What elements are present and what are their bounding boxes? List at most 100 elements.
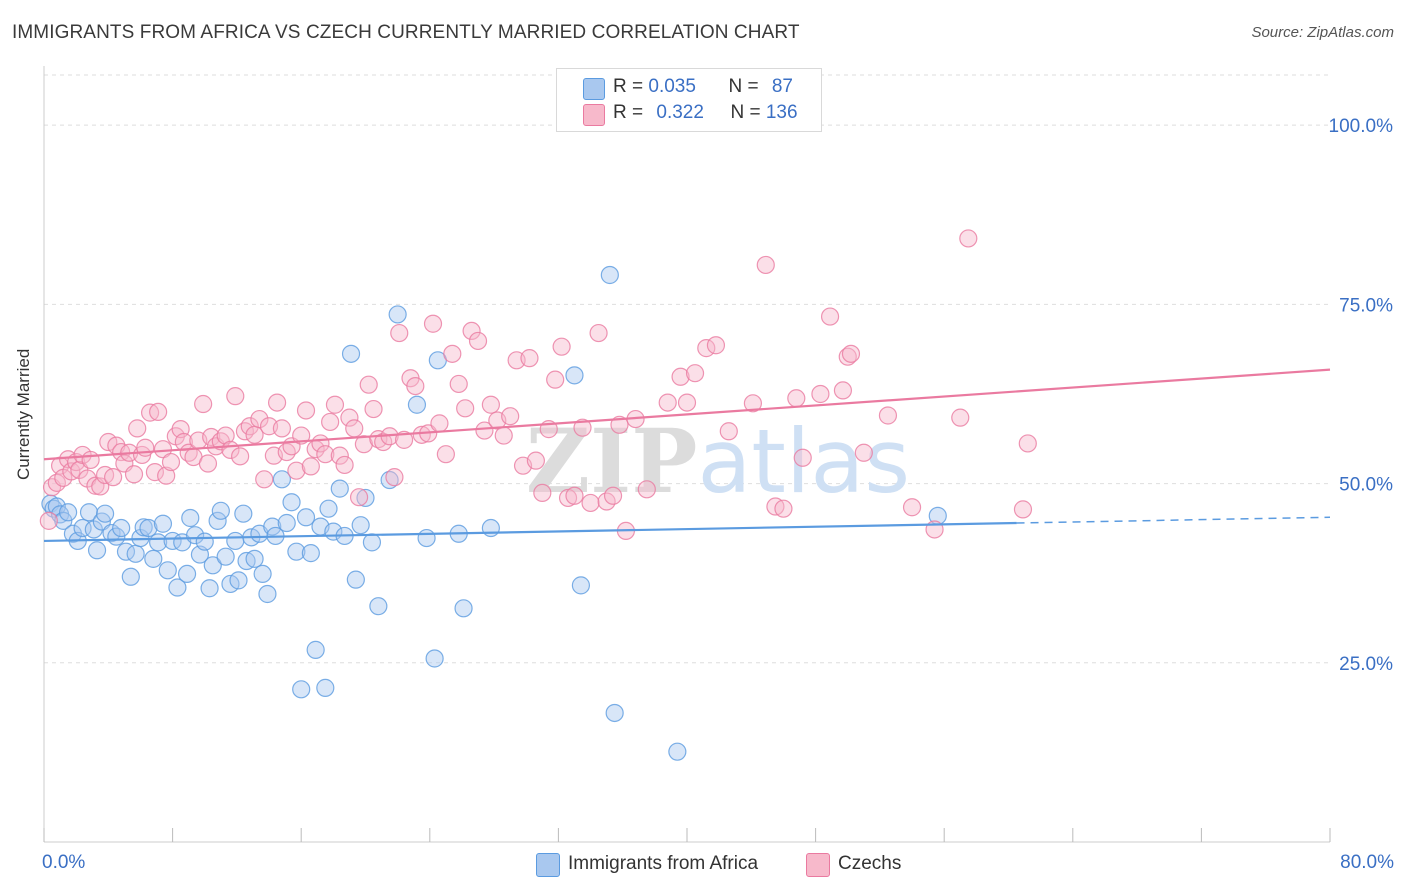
data-point-africa xyxy=(216,547,235,566)
data-point-africa xyxy=(144,549,163,568)
data-point-czechs xyxy=(573,418,592,437)
legend-n-value: 136 xyxy=(765,102,798,123)
legend-swatch-africa xyxy=(536,853,560,877)
data-point-czechs xyxy=(412,425,431,444)
data-point-czechs xyxy=(124,465,144,484)
series-legend: Immigrants from Africa Czechs xyxy=(0,852,1406,878)
data-point-czechs xyxy=(149,402,168,422)
data-point-czechs xyxy=(161,452,181,472)
data-point-africa xyxy=(369,597,388,616)
data-point-czechs xyxy=(198,454,218,473)
legend-r-label: R = xyxy=(613,102,649,123)
legend-label-africa: Immigrants from Africa xyxy=(568,853,759,874)
data-point-africa xyxy=(168,578,187,597)
data-point-czechs xyxy=(39,511,58,530)
data-point-czechs xyxy=(430,414,449,433)
data-point-africa xyxy=(351,516,370,535)
data-point-czechs xyxy=(296,401,316,420)
data-point-africa xyxy=(277,513,296,533)
data-point-africa xyxy=(301,544,320,563)
data-point-africa xyxy=(407,395,427,414)
data-point-czechs xyxy=(581,493,600,513)
data-point-czechs xyxy=(255,470,274,489)
data-point-czechs xyxy=(325,395,345,414)
data-point-africa xyxy=(211,501,230,520)
data-point-africa xyxy=(234,504,253,523)
data-point-czechs xyxy=(292,426,311,445)
data-point-africa xyxy=(95,504,115,523)
data-point-czechs xyxy=(820,307,840,326)
data-point-africa xyxy=(153,514,173,533)
data-point-czechs xyxy=(706,336,726,355)
y-tick-label: 25.0% xyxy=(1339,654,1393,675)
data-point-africa xyxy=(195,532,214,551)
data-point-czechs xyxy=(349,488,369,507)
data-point-africa xyxy=(341,344,361,363)
legend-swatch-czechs xyxy=(583,104,605,126)
legend-r-label: R = xyxy=(613,76,649,97)
legend-swatch-africa xyxy=(583,78,605,100)
data-point-czechs xyxy=(552,337,571,356)
data-point-czechs xyxy=(610,415,629,434)
data-point-czechs xyxy=(364,399,383,419)
data-point-czechs xyxy=(520,349,539,368)
x-tick-label-max: 80.0% xyxy=(1340,852,1394,873)
trend-extension-africa xyxy=(1016,516,1331,524)
data-point-africa xyxy=(163,531,182,551)
y-tick-label: 75.0% xyxy=(1339,295,1393,316)
data-point-czechs xyxy=(91,477,110,496)
data-point-africa xyxy=(126,544,145,563)
data-point-czechs xyxy=(394,430,414,449)
data-point-africa xyxy=(59,503,78,522)
data-point-africa xyxy=(134,518,153,537)
data-point-czechs xyxy=(589,323,608,343)
data-point-czechs xyxy=(685,364,705,383)
data-point-czechs xyxy=(838,347,857,366)
data-point-czechs xyxy=(501,407,520,426)
data-point-czechs xyxy=(462,321,481,341)
data-point-africa xyxy=(253,564,272,584)
data-point-czechs xyxy=(878,406,898,425)
data-point-africa xyxy=(417,528,436,548)
data-point-czechs xyxy=(637,480,656,499)
data-point-czechs xyxy=(1018,434,1037,453)
data-point-africa xyxy=(388,305,407,324)
data-point-czechs xyxy=(301,457,320,476)
trend-line-africa xyxy=(43,521,1017,543)
data-point-czechs xyxy=(359,375,378,394)
data-point-africa xyxy=(668,742,687,761)
data-point-czechs xyxy=(481,395,500,414)
data-point-africa xyxy=(177,564,197,584)
data-point-czechs xyxy=(774,499,793,518)
legend-label-czechs: Czechs xyxy=(838,853,902,874)
data-point-czechs xyxy=(216,426,235,445)
data-point-africa xyxy=(107,527,126,546)
data-point-czechs xyxy=(202,427,221,447)
data-point-africa xyxy=(226,531,245,551)
data-point-czechs xyxy=(277,442,296,462)
data-point-czechs xyxy=(677,393,697,412)
data-point-czechs xyxy=(272,419,292,438)
data-point-africa xyxy=(121,567,140,586)
data-point-africa xyxy=(287,542,306,561)
data-point-czechs xyxy=(743,394,763,413)
data-point-czechs xyxy=(145,463,165,482)
data-point-africa xyxy=(203,556,222,575)
data-point-czechs xyxy=(719,422,738,441)
data-point-africa xyxy=(139,518,158,538)
data-point-africa xyxy=(600,265,619,285)
data-point-czechs xyxy=(250,409,269,429)
chart-title: IMMIGRANTS FROM AFRICA VS CZECH CURRENTL… xyxy=(12,22,800,43)
data-point-czechs xyxy=(436,445,455,464)
data-point-africa xyxy=(425,649,444,668)
legend-n-value: 87 xyxy=(771,76,793,97)
data-point-czechs xyxy=(354,435,373,454)
data-point-czechs xyxy=(811,384,830,404)
data-point-africa xyxy=(565,366,584,385)
data-point-czechs xyxy=(340,408,359,427)
data-point-czechs xyxy=(267,393,287,412)
data-point-africa xyxy=(454,599,473,618)
data-point-africa xyxy=(258,584,277,604)
data-point-africa xyxy=(87,541,107,560)
